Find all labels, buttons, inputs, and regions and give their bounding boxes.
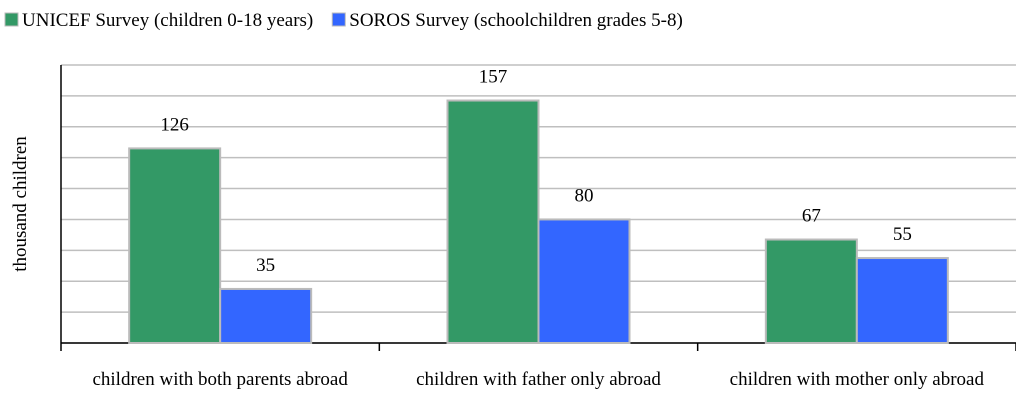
legend-swatch xyxy=(4,12,19,27)
data-label: 35 xyxy=(256,255,275,276)
x-tick-label-box: children with father only abroad xyxy=(416,369,661,390)
bar xyxy=(446,99,540,345)
x-tick-label-box: children with both parents abroad xyxy=(92,369,348,390)
data-label: 126 xyxy=(160,114,189,135)
bar xyxy=(764,238,858,344)
x-tick-label: children with mother only abroad xyxy=(729,369,984,390)
legend-label: UNICEF Survey (children 0-18 years) xyxy=(22,10,313,31)
y-axis-label: thousand children xyxy=(10,136,31,272)
x-tick-label: children with father only abroad xyxy=(416,369,661,390)
data-label: 55 xyxy=(893,224,912,245)
x-tick-label-box: children with mother only abroad xyxy=(729,369,984,390)
legend-label: SOROS Survey (schoolchildren grades 5-8) xyxy=(349,10,683,31)
bar xyxy=(855,257,949,344)
bar xyxy=(219,287,313,345)
bar xyxy=(128,147,222,344)
data-label: 157 xyxy=(479,67,508,88)
legend-swatch xyxy=(331,12,346,27)
data-label: 80 xyxy=(575,185,594,206)
data-label: 67 xyxy=(802,206,821,227)
x-tick-label: children with both parents abroad xyxy=(92,369,348,390)
bar xyxy=(537,218,631,344)
